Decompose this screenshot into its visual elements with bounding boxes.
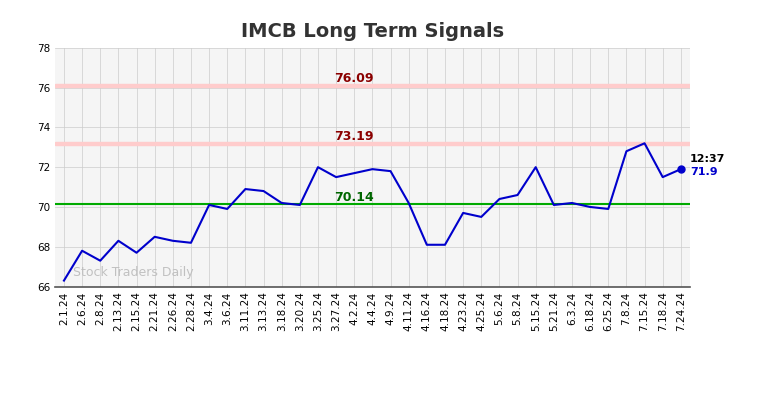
Text: 76.09: 76.09 [335,72,374,85]
Title: IMCB Long Term Signals: IMCB Long Term Signals [241,21,504,41]
Bar [55,142,690,145]
Bar [55,84,690,88]
Text: 12:37: 12:37 [690,154,725,164]
Text: 73.19: 73.19 [335,130,374,143]
Text: 70.14: 70.14 [335,191,374,204]
Text: Stock Traders Daily: Stock Traders Daily [73,265,194,279]
Text: 71.9: 71.9 [690,167,717,177]
